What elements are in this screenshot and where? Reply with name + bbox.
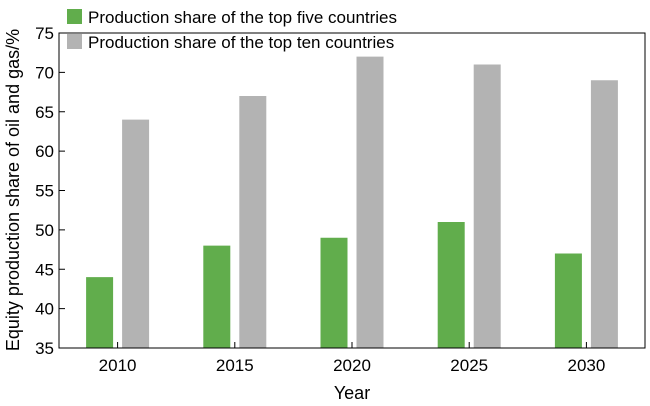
y-tick-label-50: 50 xyxy=(35,221,54,240)
legend-label-top-ten: Production share of the top ten countrie… xyxy=(88,33,394,52)
legend-swatch-top-ten xyxy=(67,34,82,49)
x-tick-label-2020: 2020 xyxy=(333,356,371,375)
bar-top-five-2010 xyxy=(86,277,114,348)
bar-top-ten-2010 xyxy=(122,119,150,348)
y-tick-label-70: 70 xyxy=(35,63,54,82)
bar-top-ten-2030 xyxy=(590,80,618,348)
bar-top-ten-2020 xyxy=(356,56,384,348)
y-tick-label-75: 75 xyxy=(35,24,54,43)
legend-label-top-five: Production share of the top five countri… xyxy=(88,8,397,27)
x-axis-title: Year xyxy=(334,383,370,403)
legend: Production share of the top five countri… xyxy=(67,8,397,52)
x-tick-label-2010: 2010 xyxy=(99,356,137,375)
y-axis-title: Equity production share of oil and gas/% xyxy=(3,29,23,351)
bar-top-five-2025 xyxy=(437,222,465,348)
x-tick-label-2030: 2030 xyxy=(567,356,605,375)
y-tick-label-40: 40 xyxy=(35,300,54,319)
bar-top-five-2020 xyxy=(320,237,348,348)
legend-swatch-top-five xyxy=(67,9,82,24)
x-tick-label-2025: 2025 xyxy=(450,356,488,375)
bar-top-ten-2015 xyxy=(239,96,267,348)
x-tick-label-2015: 2015 xyxy=(216,356,254,375)
y-tick-label-55: 55 xyxy=(35,182,54,201)
bar-top-five-2015 xyxy=(203,245,231,348)
y-tick-label-35: 35 xyxy=(35,339,54,358)
y-axis: 35 40 45 50 55 60 65 70 75 xyxy=(35,24,65,358)
bar-top-five-2030 xyxy=(554,253,582,348)
y-tick-label-60: 60 xyxy=(35,142,54,161)
x-axis: 2010 2015 2020 2025 2030 xyxy=(99,342,605,375)
bars-group xyxy=(86,56,618,348)
bar-top-ten-2025 xyxy=(473,64,501,348)
y-tick-label-65: 65 xyxy=(35,103,54,122)
y-tick-label-45: 45 xyxy=(35,260,54,279)
